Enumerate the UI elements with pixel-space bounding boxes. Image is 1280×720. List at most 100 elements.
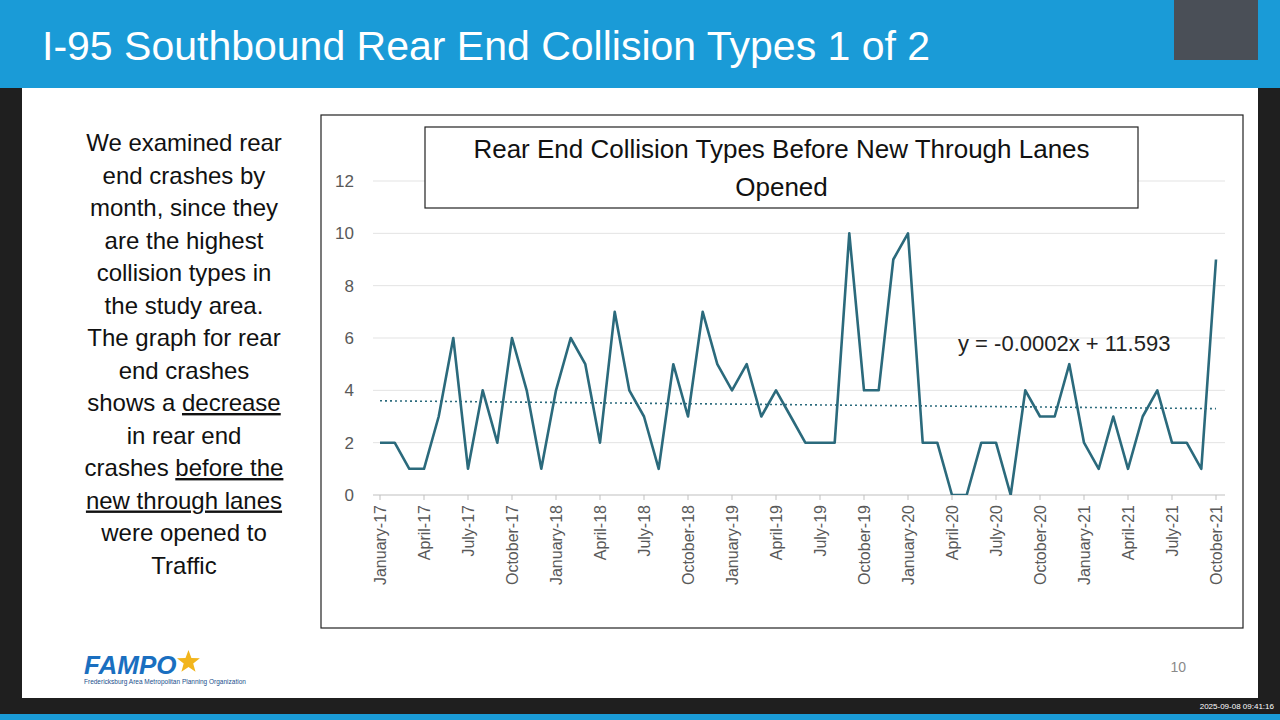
body-text: end crashes: [119, 357, 250, 384]
x-tick: [1216, 495, 1217, 500]
timestamp: 2025-09-08 09:41:16: [1200, 702, 1275, 711]
body-line: month, since they: [90, 194, 278, 221]
x-tick: [732, 495, 733, 500]
slide-title: I-95 Southbound Rear End Collision Types…: [42, 23, 930, 69]
body-text: month, since they: [90, 194, 278, 221]
body-text: collision types in: [97, 259, 272, 286]
body-text: were opened to: [100, 519, 266, 546]
body-text: decrease: [182, 389, 281, 416]
grid-line: [373, 495, 1225, 496]
body-line: We examined rear: [86, 129, 282, 156]
y-tick-label: 8: [345, 277, 354, 296]
body-text: crashes: [85, 454, 176, 481]
y-tick-label: 12: [335, 172, 354, 191]
x-tick: [424, 495, 425, 500]
x-tick-label: April-20: [944, 505, 961, 560]
x-tick-label: July-17: [460, 505, 477, 557]
x-tick-label: October-18: [680, 505, 697, 585]
body-line: were opened to: [100, 519, 266, 546]
body-line: end crashes: [119, 357, 250, 384]
body-line: The graph for rear: [87, 324, 280, 351]
grid-line: [373, 233, 1225, 234]
body-line: the study area.: [105, 292, 264, 319]
x-tick: [644, 495, 645, 500]
bottom-stripe: [0, 714, 1280, 720]
body-text: We examined rear: [86, 129, 282, 156]
body-text: shows a: [87, 389, 182, 416]
x-tick-label: January-17: [372, 505, 389, 585]
x-tick: [600, 495, 601, 500]
x-tick: [820, 495, 821, 500]
body-text: The graph for rear: [87, 324, 280, 351]
body-line: Traffic: [151, 552, 216, 579]
body-text: before the: [175, 454, 283, 481]
x-tick-label: April-17: [416, 505, 433, 560]
y-tick-label: 10: [335, 224, 354, 243]
body-text: new through lanes: [86, 487, 282, 514]
series-line: [380, 233, 1216, 495]
chart-title-line: Rear End Collision Types Before New Thro…: [473, 134, 1089, 164]
x-tick-label: October-21: [1208, 505, 1225, 585]
body-text: Traffic: [151, 552, 216, 579]
slide-body: [22, 88, 1258, 698]
body-line: shows a decrease: [87, 389, 280, 416]
x-tick-label: July-18: [636, 505, 653, 557]
title-bar: [0, 0, 1280, 88]
x-tick-label: October-17: [504, 505, 521, 585]
body-text: end crashes by: [103, 162, 266, 189]
x-tick: [512, 495, 513, 500]
body-line: are the highest: [105, 227, 264, 254]
x-tick-label: January-20: [900, 505, 917, 585]
body-text: are the highest: [105, 227, 264, 254]
grid-line: [373, 285, 1225, 286]
y-tick-label: 6: [345, 329, 354, 348]
screen-bg: [0, 0, 1280, 720]
chart-frame: [321, 115, 1243, 628]
chart-title: Rear End Collision Types Before New Thro…: [473, 134, 1089, 202]
y-tick-label: 2: [345, 434, 354, 453]
x-tick: [776, 495, 777, 500]
logo-star: [177, 650, 200, 672]
page-number: 10: [1170, 659, 1186, 675]
x-tick: [996, 495, 997, 500]
body-line: in rear end: [127, 422, 242, 449]
x-tick: [1040, 495, 1041, 500]
y-tick-label: 4: [345, 381, 354, 400]
x-tick-label: April-21: [1120, 505, 1137, 560]
trendline: [380, 401, 1216, 409]
x-tick: [688, 495, 689, 500]
x-tick: [864, 495, 865, 500]
x-tick-label: July-20: [988, 505, 1005, 557]
x-tick-label: October-20: [1032, 505, 1049, 585]
body-line: end crashes by: [103, 162, 266, 189]
title-box: [425, 127, 1138, 208]
y-tick-label: 0: [345, 486, 354, 505]
x-tick: [1128, 495, 1129, 500]
x-tick: [1172, 495, 1173, 500]
video-thumbnail: [1174, 0, 1258, 60]
x-tick: [952, 495, 953, 500]
x-tick-label: April-19: [768, 505, 785, 560]
plot-marks: [380, 233, 1216, 495]
body-line: crashes before the: [85, 454, 284, 481]
x-tick-label: January-21: [1076, 505, 1093, 585]
grid-line: [373, 390, 1225, 391]
x-tick: [1084, 495, 1085, 500]
body-text: in rear end: [127, 422, 242, 449]
body-line: collision types in: [97, 259, 272, 286]
x-tick: [556, 495, 557, 500]
x-tick-label: January-18: [548, 505, 565, 585]
slide: I-95 Southbound Rear End Collision Types…: [0, 0, 1280, 720]
x-tick-label: January-19: [724, 505, 741, 585]
x-tick-label: October-19: [856, 505, 873, 585]
grid-line: [373, 442, 1225, 443]
logo: FAMPO: [84, 650, 176, 680]
body-line: new through lanes: [86, 487, 282, 514]
chart-title-line: Opened: [735, 172, 828, 202]
x-tick: [908, 495, 909, 500]
x-tick-label: April-18: [592, 505, 609, 560]
x-tick-label: July-21: [1164, 505, 1181, 557]
x-tick: [468, 495, 469, 500]
trendline-label: y = -0.0002x + 11.593: [958, 331, 1170, 356]
x-tick: [380, 495, 381, 500]
